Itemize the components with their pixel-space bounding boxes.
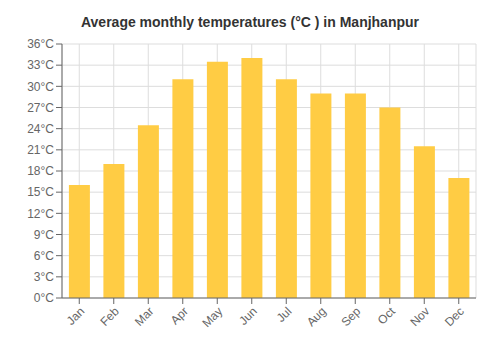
svg-text:30°C: 30°C: [27, 80, 54, 94]
svg-text:33°C: 33°C: [27, 58, 54, 72]
svg-text:12°C: 12°C: [27, 207, 54, 221]
svg-text:0°C: 0°C: [34, 291, 54, 305]
svg-text:Feb: Feb: [97, 304, 122, 329]
svg-text:May: May: [199, 304, 225, 330]
svg-text:Jun: Jun: [236, 304, 260, 328]
svg-text:Sep: Sep: [338, 304, 363, 329]
svg-text:6°C: 6°C: [34, 249, 54, 263]
svg-text:Mar: Mar: [132, 304, 157, 329]
svg-text:3°C: 3°C: [34, 270, 54, 284]
svg-text:Oct: Oct: [375, 304, 399, 328]
svg-text:15°C: 15°C: [27, 185, 54, 199]
svg-text:Aug: Aug: [304, 304, 329, 329]
svg-text:27°C: 27°C: [27, 101, 54, 115]
svg-text:Dec: Dec: [442, 304, 467, 329]
svg-text:24°C: 24°C: [27, 122, 54, 136]
svg-text:18°C: 18°C: [27, 164, 54, 178]
svg-text:21°C: 21°C: [27, 143, 54, 157]
svg-text:Apr: Apr: [168, 304, 191, 327]
svg-text:Jul: Jul: [274, 304, 295, 325]
html-text:Average monthly temperatures (: Average monthly temperatures (°C ) in Ma…: [81, 14, 419, 30]
svg-text:9°C: 9°C: [34, 228, 54, 242]
svg-text:Jan: Jan: [64, 304, 88, 328]
svg-text:Nov: Nov: [407, 304, 432, 329]
svg-text:36°C: 36°C: [27, 37, 54, 51]
